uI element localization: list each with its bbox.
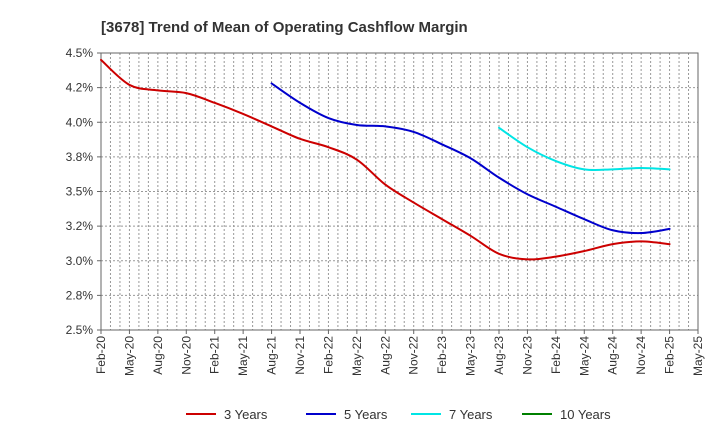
y-tick-label: 4.5% (66, 46, 94, 60)
x-tick-label: Aug-24 (606, 336, 620, 375)
x-tick-label: Feb-23 (435, 336, 449, 374)
x-tick-label: Aug-22 (378, 336, 392, 375)
grid-layer (100, 52, 699, 331)
x-tick-label: May-21 (236, 336, 250, 376)
y-tick-label: 3.2% (66, 219, 94, 233)
y-tick-label: 4.0% (66, 115, 94, 129)
x-tick-label: Feb-22 (321, 336, 335, 374)
x-tick-label: Feb-25 (663, 336, 677, 374)
legend-label: 3 Years (224, 407, 268, 422)
x-tick-label: Nov-22 (407, 336, 421, 375)
x-tick-label: May-23 (464, 336, 478, 376)
y-tick-label: 3.0% (66, 254, 94, 268)
x-tick-label: Feb-20 (94, 336, 108, 374)
series-line-3-years (100, 58, 671, 261)
series-line-7-years (498, 126, 671, 172)
series-line-5-years (270, 82, 671, 235)
x-tick-label: Aug-23 (492, 336, 506, 375)
chart-title: [3678] Trend of Mean of Operating Cashfl… (101, 19, 468, 36)
x-tick-label: May-20 (122, 336, 136, 376)
y-tick-label: 3.8% (66, 150, 94, 164)
x-tick-label: Nov-21 (293, 336, 307, 375)
y-tick-label: 3.5% (66, 185, 94, 199)
x-tick-label: Nov-23 (520, 336, 534, 375)
legend-label: 10 Years (560, 407, 611, 422)
x-tick-label: May-24 (577, 336, 591, 376)
x-tick-label: May-25 (691, 336, 705, 376)
x-tick-label: Nov-24 (634, 336, 648, 375)
axis-layer: 2.5% 2.8% 3.0% 3.2% 3.5% 3.8% 4.0% 4.2% 4.5% Feb-… (66, 46, 705, 376)
x-tick-label: Feb-24 (549, 336, 563, 374)
legend-layer: 3 Years 5 Years 7 Years 10 Years (186, 407, 611, 422)
y-tick-label: 2.8% (66, 288, 94, 302)
x-tick-label: Aug-20 (151, 336, 165, 375)
legend-label: 7 Years (449, 407, 493, 422)
x-tick-label: Aug-21 (265, 336, 279, 375)
x-tick-label: Feb-21 (208, 336, 222, 374)
y-tick-label: 4.2% (66, 81, 94, 95)
x-tick-label: May-22 (350, 336, 364, 376)
series-layer (100, 58, 671, 261)
x-tick-label: Nov-20 (179, 336, 193, 375)
y-tick-label: 2.5% (66, 323, 94, 337)
legend-label: 5 Years (344, 407, 388, 422)
